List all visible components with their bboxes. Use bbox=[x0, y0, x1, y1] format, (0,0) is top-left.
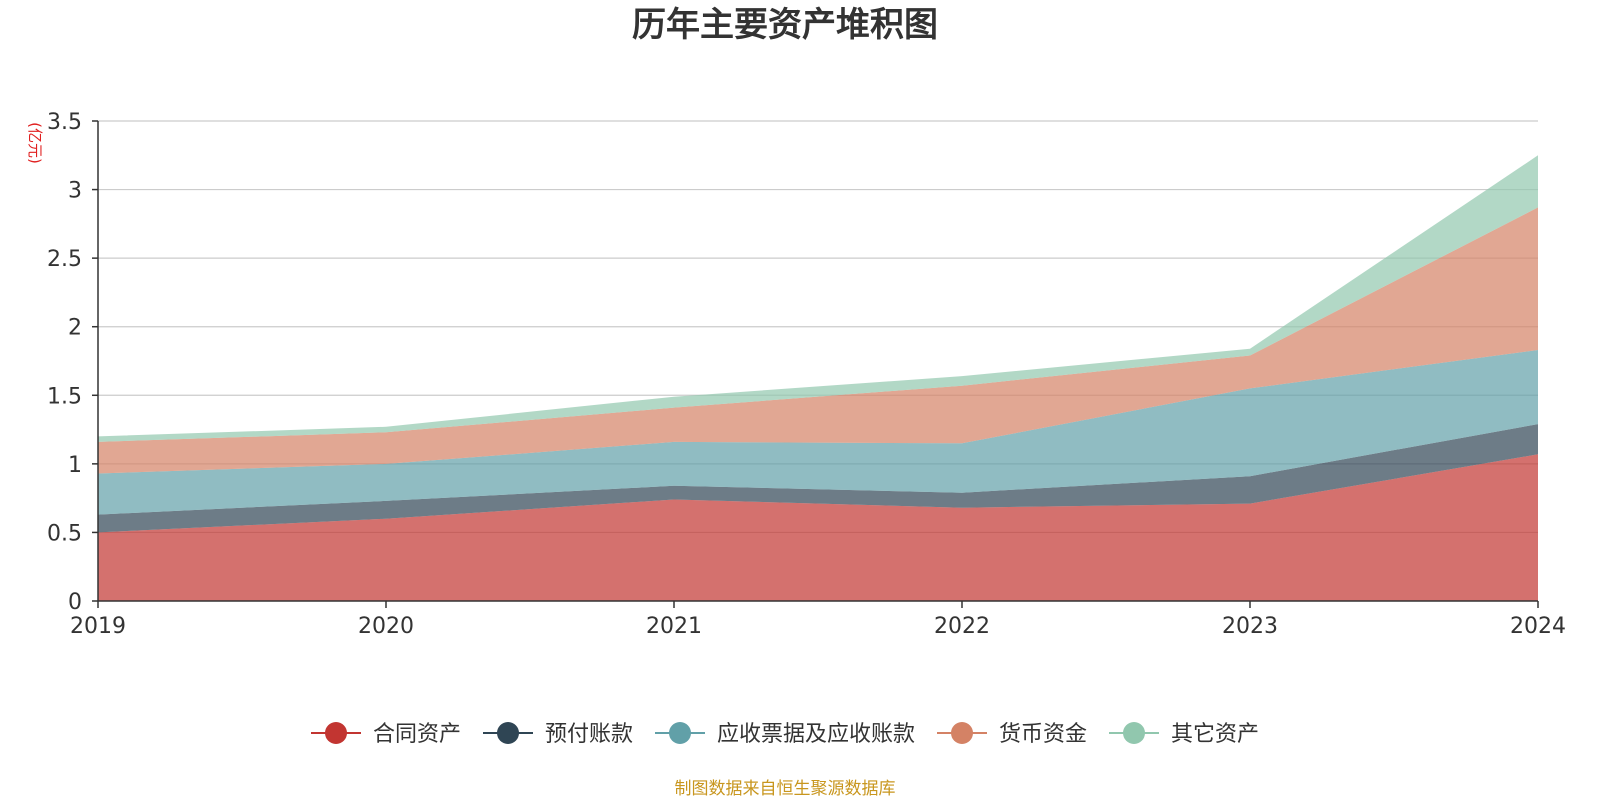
y-tick-label: 3.5 bbox=[47, 110, 82, 135]
legend-label: 货币资金 bbox=[999, 722, 1087, 747]
legend-symbol-dot bbox=[951, 722, 973, 744]
x-tick-label: 2021 bbox=[646, 614, 702, 639]
legend-symbol-dot bbox=[1123, 722, 1145, 744]
legend: 合同资产 预付账款 应收票据及应收账款 货币资金 其它资产 bbox=[311, 722, 1259, 747]
area-series-3 bbox=[98, 207, 1538, 474]
legend-symbol-dot bbox=[669, 722, 691, 744]
y-tick-label: 0.5 bbox=[47, 521, 82, 546]
y-axis-unit-label: (亿元) bbox=[26, 122, 44, 164]
area-series-2 bbox=[98, 350, 1538, 515]
y-tick-label: 1 bbox=[68, 453, 82, 478]
x-tick-label: 2020 bbox=[358, 614, 414, 639]
x-tick-label: 2022 bbox=[934, 614, 990, 639]
source-note: 制图数据来自恒生聚源数据库 bbox=[675, 779, 896, 799]
legend-label: 预付账款 bbox=[545, 722, 633, 747]
legend-label: 其它资产 bbox=[1171, 722, 1259, 747]
y-tick-label: 2 bbox=[68, 316, 82, 341]
area-series-group bbox=[98, 155, 1538, 601]
x-tick-label: 2024 bbox=[1510, 614, 1566, 639]
x-tick-label: 2023 bbox=[1222, 614, 1278, 639]
area-series-0 bbox=[98, 454, 1538, 601]
y-tick-label: 2.5 bbox=[47, 247, 82, 272]
y-tick-label: 0 bbox=[68, 590, 82, 615]
y-tick-label: 1.5 bbox=[47, 384, 82, 409]
axes: 0 0.5 1 1.5 2 2.5 3 3.5 2019 2020 2021 2022 2023 2024 bbox=[47, 110, 1566, 639]
x-tick-label: 2019 bbox=[70, 614, 126, 639]
y-tick-label: 3 bbox=[68, 179, 82, 204]
legend-label: 合同资产 bbox=[373, 722, 461, 747]
legend-symbol-dot bbox=[497, 722, 519, 744]
legend-label: 应收票据及应收账款 bbox=[717, 722, 915, 747]
area-series-1 bbox=[98, 424, 1538, 533]
legend-symbol-dot bbox=[325, 722, 347, 744]
chart-title: 历年主要资产堆积图 bbox=[632, 5, 938, 45]
